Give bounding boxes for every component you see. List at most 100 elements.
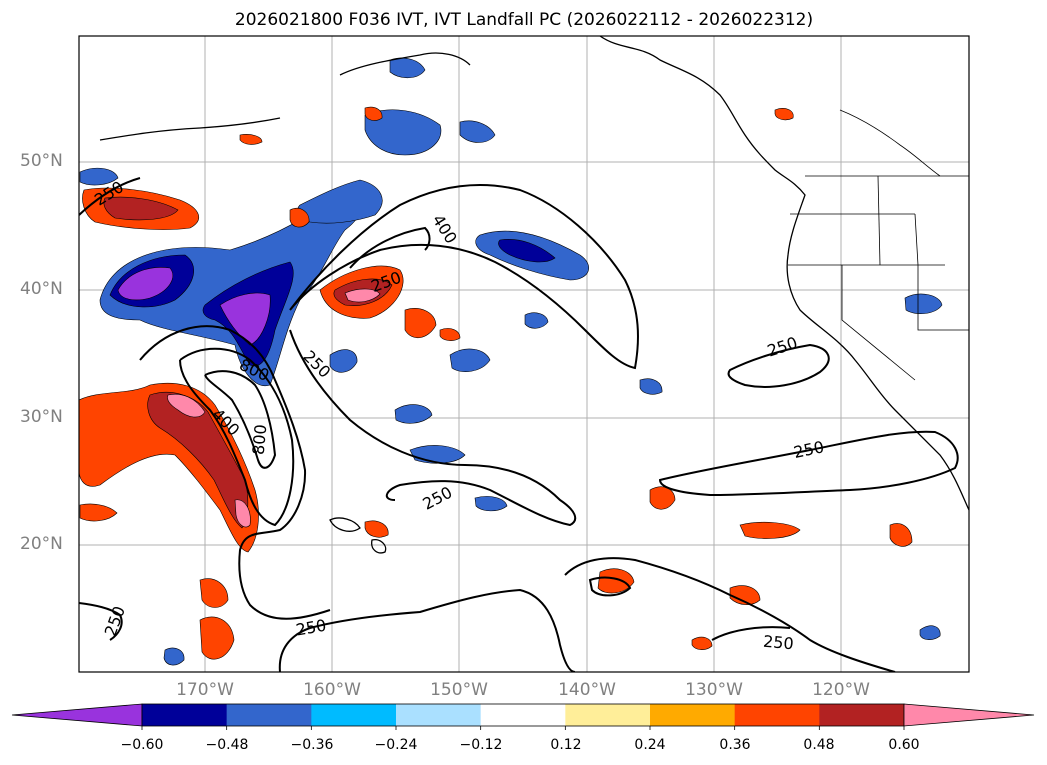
contour-250-nw [79, 177, 141, 216]
colorbar-extend-min [11, 703, 143, 727]
colorbar-tick-label: 0.48 [803, 737, 835, 753]
hawaii-big-island [371, 539, 387, 554]
positive-pc-shading [79, 106, 913, 660]
blob-pos-16 [597, 568, 635, 594]
canada-province-border [839, 109, 941, 177]
blob-neg-19 [79, 167, 119, 186]
blob-pos-23 [239, 134, 263, 145]
colorbar-cell [650, 704, 735, 726]
colorbar-tick-label: 0.24 [634, 737, 666, 753]
blob-pos-11 [79, 503, 118, 522]
colorbar-cell [226, 704, 312, 726]
ca-nv-border [841, 265, 916, 381]
contour-250-south [278, 588, 576, 672]
colorbar-cell [819, 704, 905, 726]
blob-pos-19 [289, 208, 310, 228]
colorbar-tick-label: 0.36 [719, 737, 751, 753]
contour-250-se [564, 557, 896, 672]
coastlines [99, 36, 969, 554]
contour-250-west [139, 325, 331, 620]
contour-400-arc [349, 226, 431, 269]
negative-pc-shading [79, 57, 943, 666]
blob-neg-1 [99, 184, 364, 387]
blob-neg-17 [639, 378, 663, 395]
colorbar-ticks [141, 726, 905, 730]
colorbar-tick-label: −0.48 [205, 737, 249, 753]
colorbar-tick-label: −0.12 [459, 737, 503, 753]
blob-neg-3 [117, 267, 174, 301]
colorbar-cell [396, 704, 481, 726]
blob-pos-2 [147, 392, 249, 529]
alaska-coast [339, 52, 471, 76]
colorbar-tick-label: 0.60 [888, 737, 920, 753]
north-america-coast [599, 36, 969, 511]
blob-neg-18 [904, 293, 943, 314]
contour-250-east [727, 343, 830, 388]
blob-pos-22 [774, 108, 794, 121]
blob-pos-20 [364, 106, 383, 121]
lat-label-20n: 20°N [20, 534, 63, 554]
contour-250-bottom [711, 626, 791, 641]
blob-pos-14 [649, 486, 676, 510]
colorbar-tick-label: −0.36 [290, 737, 334, 753]
blob-neg-20 [163, 647, 185, 666]
blob-neg-9 [364, 109, 442, 156]
contour-250-southeast [658, 430, 959, 497]
colorbar-cells [141, 703, 905, 727]
lon-label-120w: 120°W [812, 680, 870, 700]
contour-small-loop [588, 576, 632, 597]
colorbar-cell [480, 704, 566, 726]
colorbar-cell [565, 704, 651, 726]
hawaii-islands [329, 517, 361, 532]
lon-label-150w: 150°W [430, 680, 488, 700]
blob-pos-13 [199, 616, 235, 660]
blob-neg-8 [498, 239, 556, 263]
colorbar-cell [311, 704, 397, 726]
colorbar-tick-label: −0.60 [120, 737, 164, 753]
lon-label-140w: 140°W [558, 680, 616, 700]
chart-title: 2026021800 F036 IVT, IVT Landfall PC (20… [234, 10, 814, 30]
colorbar [11, 703, 1035, 730]
ivt-contours [79, 177, 959, 672]
lon-label-130w: 130°W [685, 680, 743, 700]
blob-pos-12 [199, 578, 229, 608]
lat-label-50n: 50°N [20, 151, 63, 171]
blob-neg-12 [449, 348, 491, 373]
contour-400-west [179, 347, 295, 527]
colorbar-tick-label: −0.24 [374, 737, 418, 753]
blob-neg-21 [919, 625, 941, 640]
graticule [79, 36, 969, 672]
blob-neg-10 [459, 120, 496, 143]
lon-label-170w: 170°W [176, 680, 234, 700]
aleutian-islands [99, 117, 281, 141]
blob-neg-14 [394, 404, 433, 424]
contour-800-west [204, 370, 277, 469]
lon-label-160w: 160°W [303, 680, 361, 700]
blob-neg-13 [524, 312, 549, 329]
contour-250-sw [79, 602, 123, 641]
state-border-3 [877, 175, 881, 266]
colorbar-cell [142, 704, 227, 726]
blob-neg-5 [219, 292, 271, 346]
colorbar-tick-label: 0.12 [550, 737, 582, 753]
blob-pos-17 [729, 585, 761, 605]
blob-pos-9 [344, 288, 381, 303]
colorbar-extend-max [903, 703, 1035, 727]
blob-pos-6 [103, 196, 179, 221]
contour-label: 800 [249, 423, 271, 455]
map-background [79, 36, 969, 672]
lat-label-40n: 40°N [20, 279, 63, 299]
map-frame [78, 35, 970, 673]
blob-pos-21 [439, 328, 461, 341]
blob-pos-4 [234, 499, 251, 528]
blob-neg-22 [329, 349, 358, 373]
state-border-4 [914, 213, 969, 331]
blob-pos-15 [739, 521, 801, 539]
blob-pos-24 [691, 636, 713, 650]
contour-label: 250 [762, 632, 794, 654]
blob-neg-16 [474, 496, 508, 512]
blob-pos-25 [364, 520, 389, 538]
blob-pos-18 [889, 523, 913, 547]
blob-pos-10 [404, 308, 437, 338]
